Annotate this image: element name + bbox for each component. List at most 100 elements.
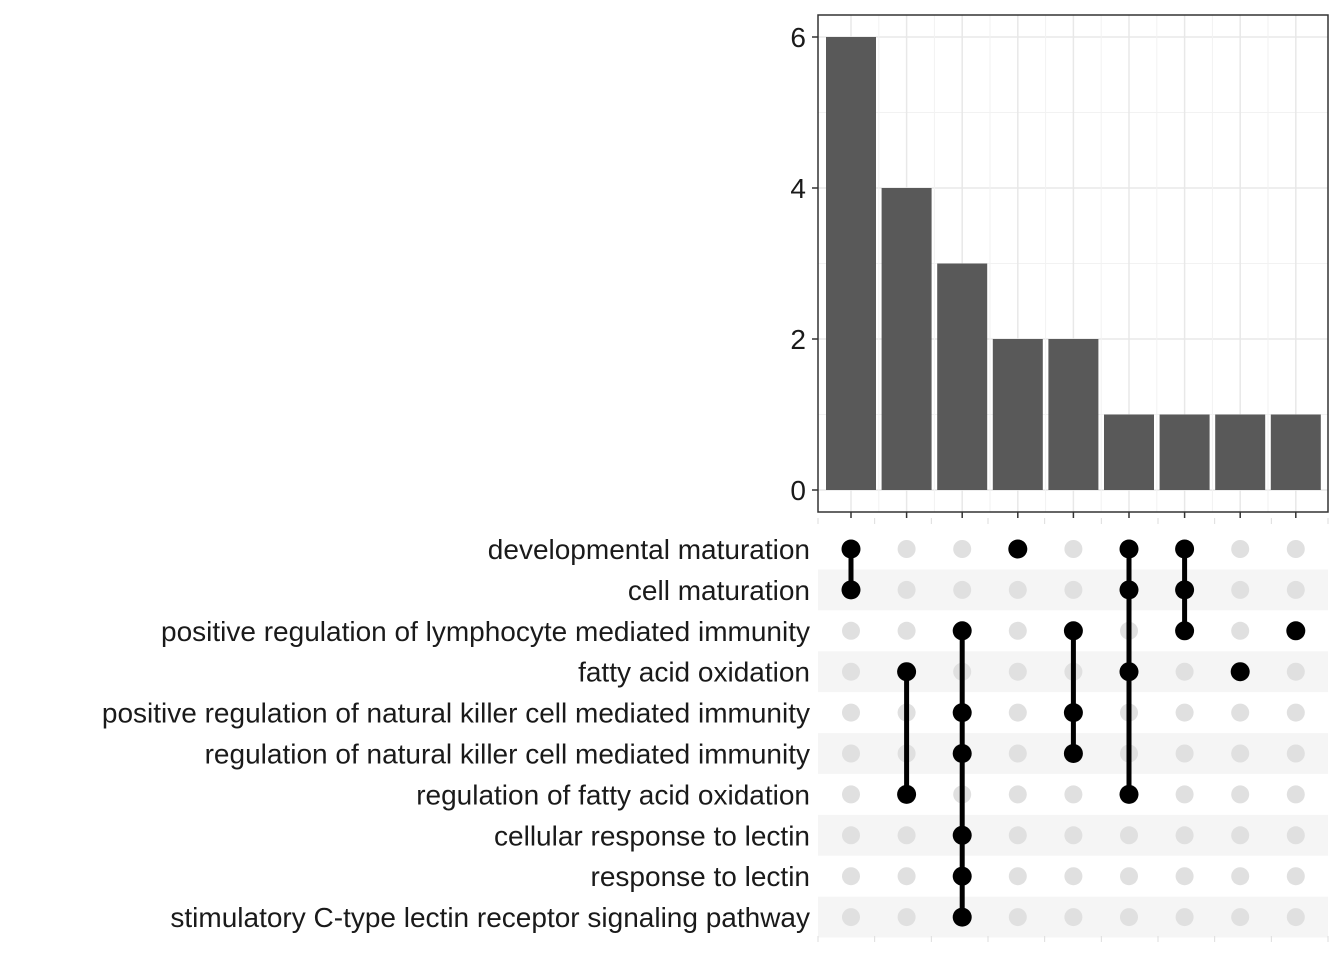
set-label: cellular response to lectin [494, 820, 810, 851]
set-label: fatty acid oxidation [578, 657, 810, 688]
matrix-dot-inactive [1286, 703, 1305, 722]
matrix-dot-inactive [1175, 744, 1194, 763]
matrix-dot-active [1175, 621, 1195, 641]
matrix-dot-inactive [953, 540, 972, 558]
matrix-dot-inactive [1286, 826, 1305, 845]
matrix-dot-inactive [1064, 785, 1083, 804]
matrix-dot-inactive [1231, 826, 1250, 845]
matrix-dot-inactive [1175, 867, 1194, 886]
matrix-dot-inactive [1008, 703, 1027, 722]
matrix-dot-inactive [1064, 867, 1083, 886]
bar [1104, 414, 1154, 490]
matrix-dot-inactive [1286, 662, 1305, 681]
matrix-dot-inactive [1286, 580, 1305, 599]
matrix-dot-inactive [1064, 580, 1083, 599]
matrix-dot-inactive [842, 662, 860, 681]
matrix-dot-active [1063, 621, 1083, 641]
matrix-dot-active [897, 784, 917, 804]
matrix-dot-active [1286, 621, 1306, 641]
matrix-dot-inactive [897, 908, 916, 927]
matrix-dot-inactive [842, 744, 860, 763]
bar [937, 263, 988, 490]
matrix-dot-inactive [1231, 580, 1250, 599]
matrix-dot-inactive [897, 540, 916, 558]
set-label: developmental maturation [488, 534, 810, 565]
matrix-dot-inactive [842, 621, 860, 640]
matrix-dot-inactive [1175, 826, 1194, 845]
matrix-dot-inactive [1231, 621, 1250, 640]
matrix-dot-inactive [1175, 662, 1194, 681]
y-tick-label: 6 [790, 22, 806, 53]
matrix-dot-inactive [1120, 908, 1138, 927]
matrix-dot-inactive [1008, 580, 1027, 599]
matrix-dot-inactive [1008, 744, 1027, 763]
y-tick-label: 2 [790, 324, 806, 355]
matrix-dot-active [841, 539, 861, 559]
matrix-dot-inactive [1008, 785, 1027, 804]
matrix-dot-inactive [1064, 908, 1083, 927]
matrix-dot-inactive [1286, 908, 1305, 927]
matrix-panel: developmental maturation cell maturation p… [102, 518, 1329, 942]
matrix-dot-inactive [1008, 621, 1027, 640]
matrix-dot-inactive [1008, 867, 1027, 886]
set-label: stimulatory C-type lectin receptor signa… [170, 902, 810, 933]
matrix-dot-inactive [897, 580, 916, 599]
matrix-dot-active [952, 907, 972, 927]
matrix-dot-inactive [1008, 908, 1027, 927]
matrix-dot-inactive [1231, 744, 1250, 763]
matrix-dot-active [841, 580, 861, 600]
matrix-dot-inactive [1064, 826, 1083, 845]
matrix-dot-inactive [1231, 867, 1250, 886]
matrix-dot-active [952, 744, 972, 763]
matrix-dot-inactive [842, 908, 860, 927]
matrix-dot-inactive [953, 580, 972, 599]
set-label: positive regulation of natural killer ce… [102, 698, 810, 729]
matrix-dot-inactive [1008, 826, 1027, 845]
matrix-dot-inactive [1231, 703, 1250, 722]
matrix-dot-inactive [1286, 744, 1305, 763]
matrix-dot-inactive [1231, 908, 1250, 927]
matrix-dot-active [1063, 703, 1083, 723]
matrix-dot-inactive [842, 785, 860, 804]
matrix-dot-inactive [1175, 703, 1194, 722]
bar [1159, 414, 1210, 490]
set-label: regulation of natural killer cell mediat… [205, 739, 810, 770]
matrix-dot-inactive [897, 621, 916, 640]
bar [1270, 414, 1321, 490]
matrix-dot-inactive [1175, 785, 1194, 804]
matrix-dot-active [1119, 784, 1139, 804]
y-tick-label: 0 [790, 475, 806, 506]
matrix-dot-inactive [1286, 785, 1305, 804]
matrix-dot-inactive [1120, 826, 1138, 845]
set-label: regulation of fatty acid oxidation [416, 779, 810, 810]
matrix-dot-inactive [1286, 867, 1305, 886]
matrix-dot-inactive [1286, 540, 1305, 558]
matrix-dot-active [1119, 662, 1139, 682]
bar [1215, 414, 1266, 490]
set-label: positive regulation of lymphocyte mediat… [161, 616, 810, 647]
matrix-dot-inactive [1231, 785, 1250, 804]
matrix-dot-active [952, 621, 972, 641]
matrix-dot-active [1119, 539, 1139, 559]
matrix-dot-inactive [1231, 540, 1250, 558]
y-tick-label: 4 [790, 173, 806, 204]
matrix-dot-active [1230, 662, 1250, 682]
matrix-dot-inactive [1064, 540, 1083, 558]
matrix-dot-active [1175, 580, 1195, 600]
matrix-dot-inactive [842, 867, 860, 886]
matrix-dot-active [1175, 539, 1195, 559]
matrix-dot-inactive [897, 826, 916, 845]
matrix-dot-active [952, 703, 972, 723]
matrix-dot-active [952, 825, 972, 845]
matrix-dot-inactive [1175, 908, 1194, 927]
matrix-dot-active [897, 662, 917, 682]
matrix-dot-active [1008, 539, 1028, 559]
matrix-dot-inactive [897, 867, 916, 886]
matrix-dot-inactive [842, 826, 860, 845]
matrix-dot-active [1119, 580, 1139, 600]
bar [826, 37, 876, 490]
set-label: response to lectin [591, 861, 810, 892]
bar-panel: 0 2 4 6 [790, 14, 1329, 518]
bar [1048, 339, 1099, 490]
